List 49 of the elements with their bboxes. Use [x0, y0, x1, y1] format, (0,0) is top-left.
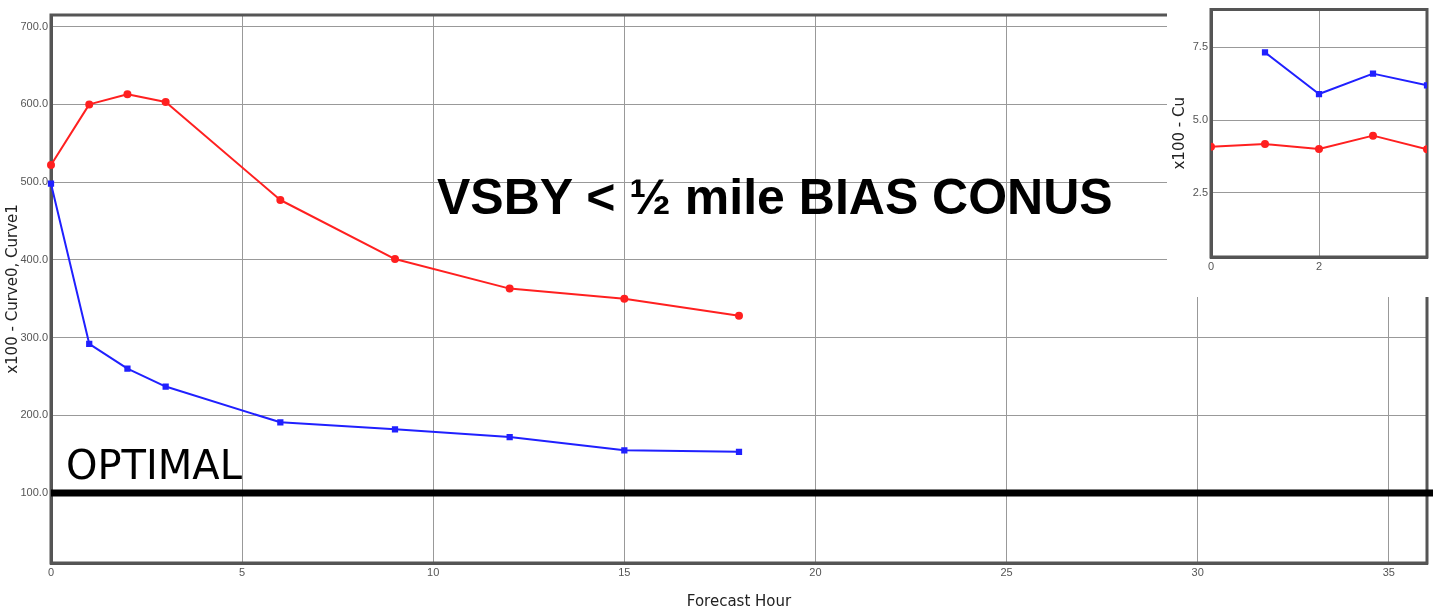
y-tick-label: 500.0 — [20, 175, 48, 188]
point — [86, 340, 93, 347]
point — [47, 180, 55, 187]
point — [1315, 90, 1323, 98]
x-tick-label: 15 — [618, 565, 631, 578]
ref-line-label: OPTIMAL — [66, 442, 243, 489]
x-tick-label: 2 — [1315, 259, 1323, 272]
point — [124, 365, 131, 372]
point — [620, 294, 629, 303]
x-tick-label: 0 — [47, 565, 55, 578]
y-tick-label: 300.0 — [20, 330, 48, 343]
y-axis-title: x100 - Curve0, Curve1 — [2, 204, 21, 374]
point — [1261, 49, 1269, 56]
y-tick-label: 400.0 — [20, 252, 48, 265]
x-tick-label: 5 — [239, 565, 246, 578]
y-tick-label: 2.5 — [1192, 186, 1208, 198]
x-tick-label: 0 — [1207, 259, 1215, 272]
y-tick-label: 700.0 — [20, 19, 48, 32]
point — [735, 448, 743, 455]
point — [735, 311, 743, 320]
x-tick-label: 30 — [1191, 565, 1204, 578]
point — [161, 98, 170, 107]
point — [1315, 145, 1323, 154]
x-tick-label: 35 — [1382, 565, 1395, 578]
y-axis-title: x100 - Cu — [1169, 97, 1188, 170]
point — [1369, 131, 1377, 140]
point — [276, 196, 285, 204]
point — [85, 100, 94, 109]
point — [162, 383, 169, 390]
point — [123, 90, 132, 99]
point — [391, 426, 399, 433]
point — [506, 433, 513, 441]
y-tick-label: 600.0 — [20, 97, 48, 110]
x-tick-label: 20 — [809, 565, 822, 578]
point — [505, 284, 514, 293]
point — [391, 255, 399, 264]
y-tick-label: 100.0 — [20, 486, 48, 499]
text: VSBY < ½ mile BIAS CONUS — [437, 168, 1113, 226]
point — [1369, 70, 1377, 77]
x-tick-label: 25 — [1000, 565, 1013, 578]
point — [1261, 140, 1269, 149]
y-tick-label: 5.0 — [1192, 113, 1208, 126]
y-tick-label: 200.0 — [20, 408, 48, 421]
y-tick-label: 7.5 — [1192, 40, 1208, 53]
x-axis-title: Forecast Hour — [686, 591, 793, 610]
point — [277, 419, 284, 426]
point — [621, 447, 628, 454]
x-tick-label: 10 — [427, 565, 440, 578]
point — [47, 161, 55, 170]
